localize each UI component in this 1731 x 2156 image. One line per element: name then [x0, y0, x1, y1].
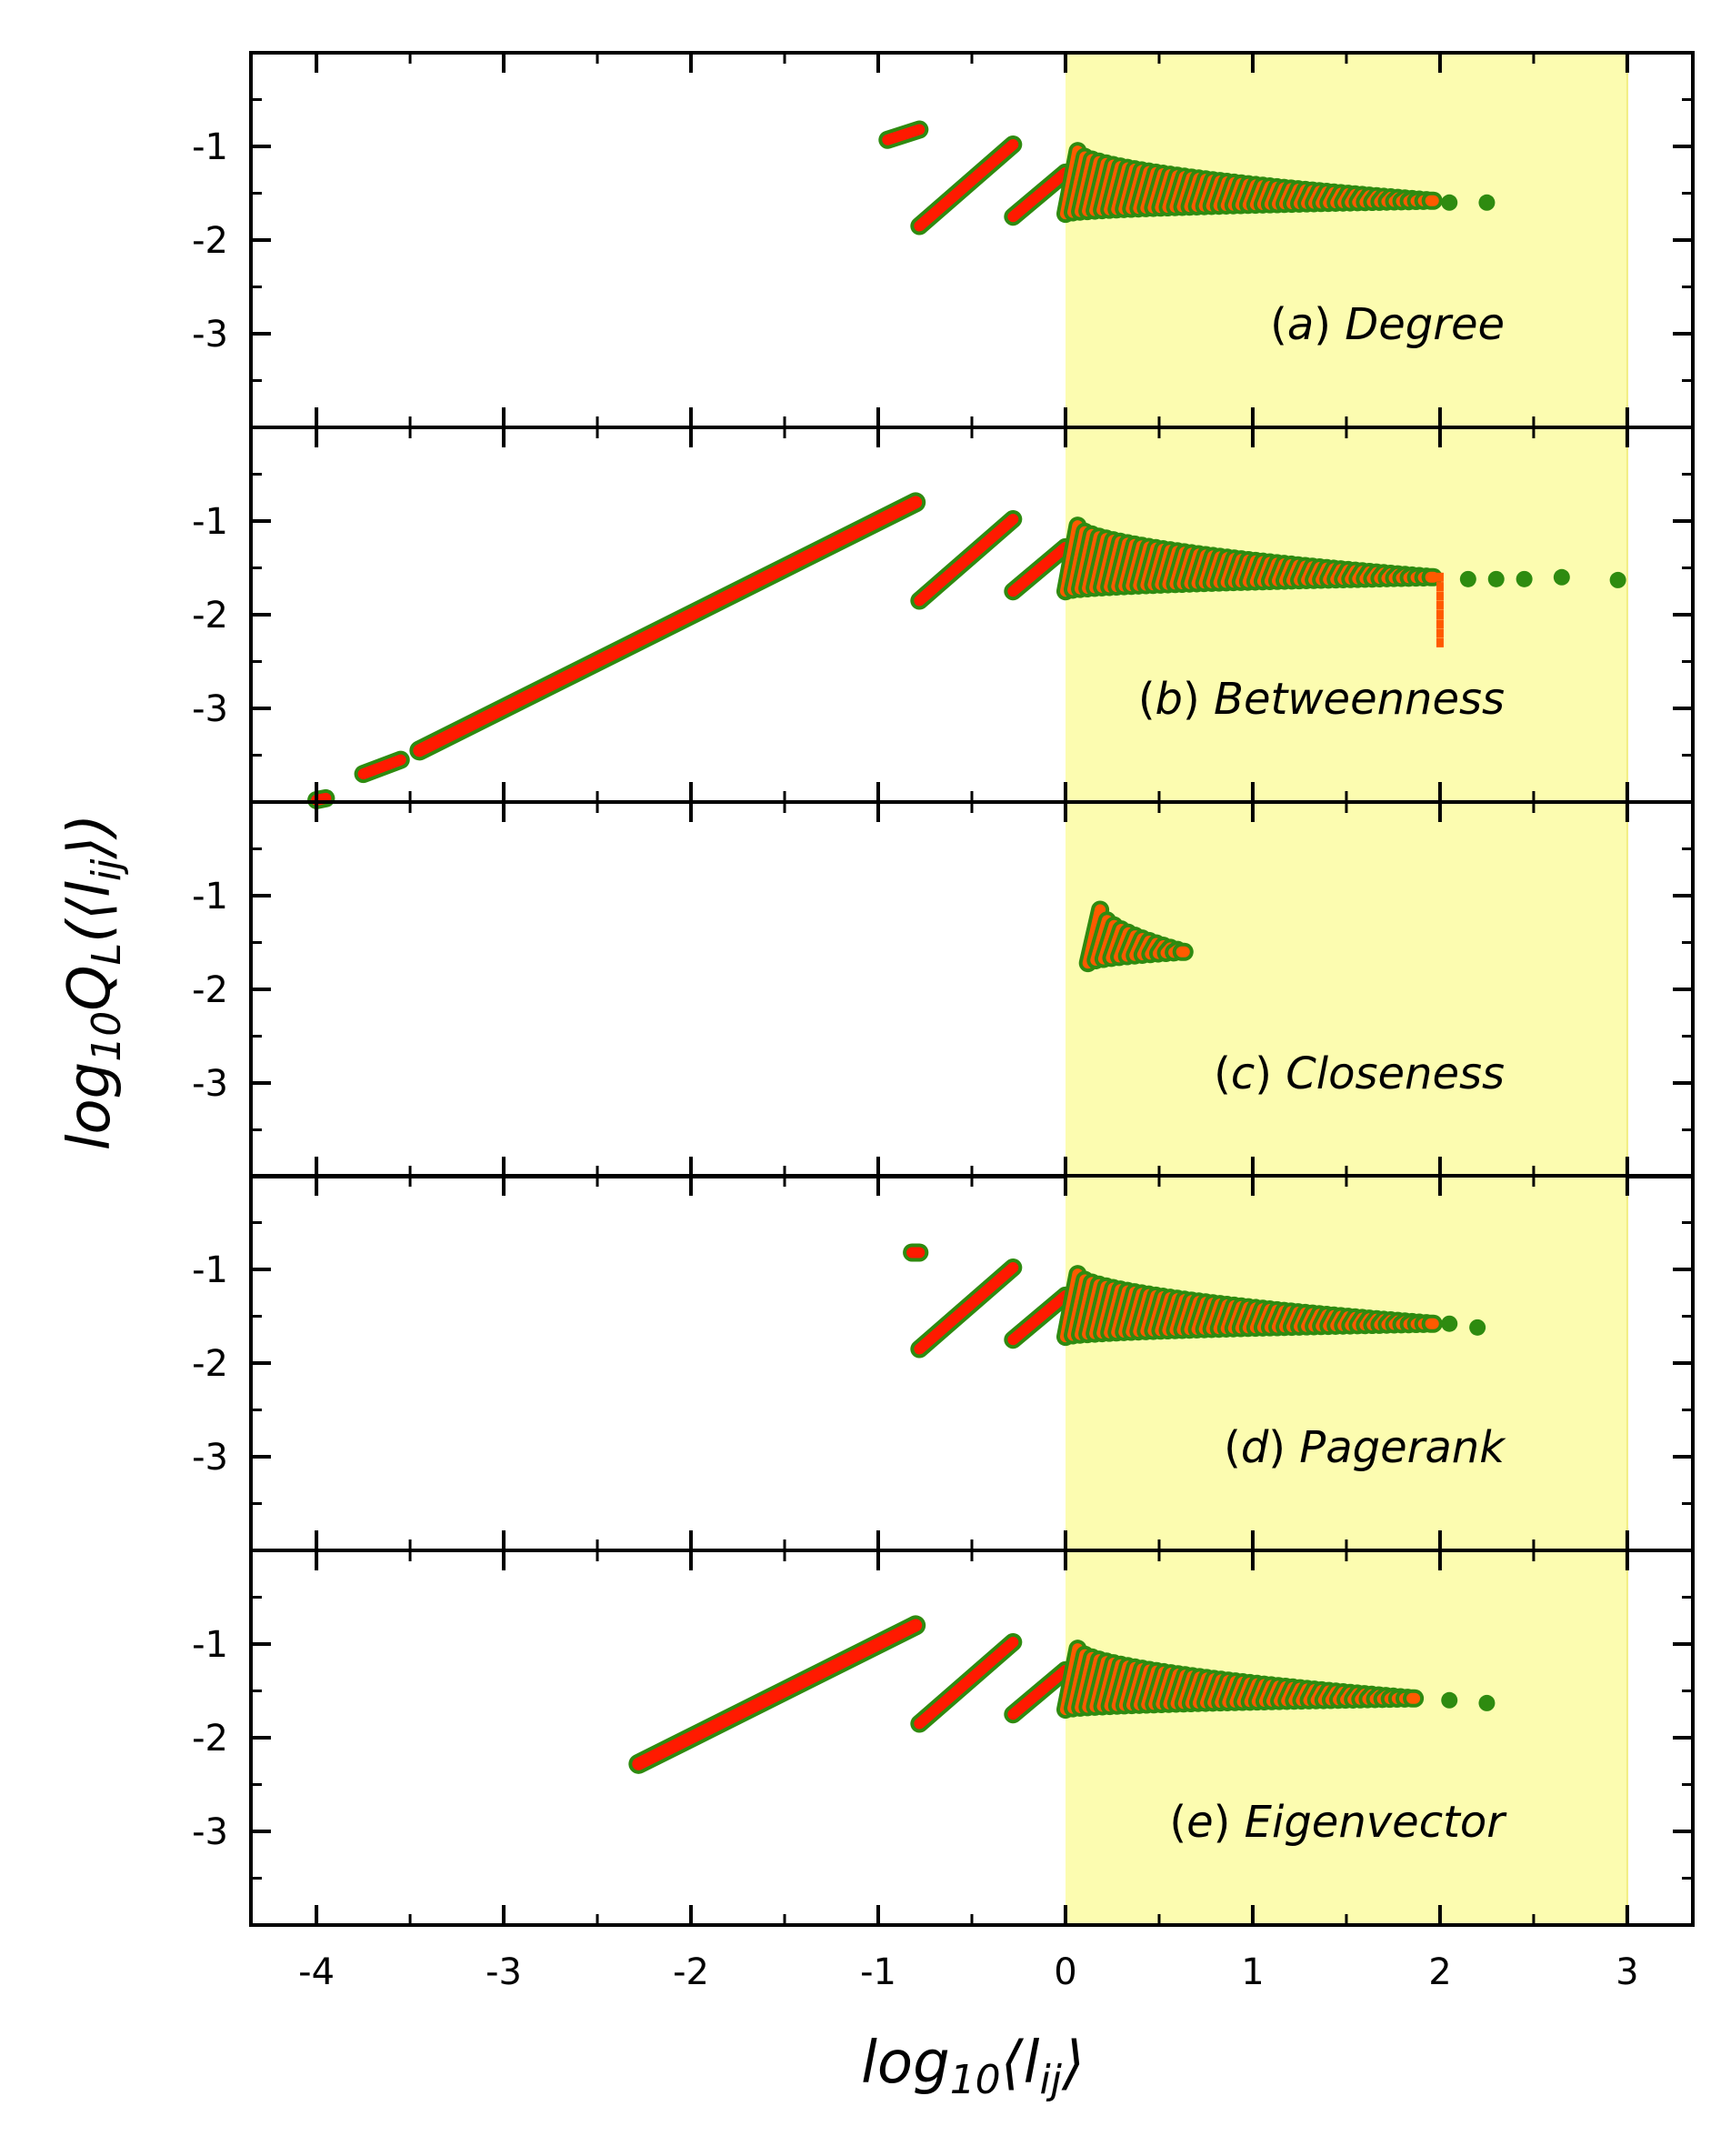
x-tick-label: 1 [1241, 1951, 1264, 1993]
panels-layer: -1-2-3 (a) Degree-1-2-3 (b) Betweenness-1-… [192, 51, 1695, 1993]
panel-label: (d) Pagerank [1224, 1422, 1506, 1473]
x-tick-label: -1 [860, 1951, 896, 1993]
panel-pagerank: -1 -2 -3 (d) Pagerank [192, 1174, 1695, 1552]
tail-point [1487, 570, 1505, 587]
drop-point [1436, 591, 1444, 601]
panel-label: (c) Closeness [1214, 1048, 1505, 1099]
tail-point [1478, 1694, 1496, 1711]
panel-closeness: -1 -2 -3 (c) Closeness [192, 800, 1695, 1178]
highlight-band [1065, 53, 1627, 427]
tail-point [1441, 1315, 1458, 1332]
tail-point [1609, 571, 1626, 588]
y-tick-label: -1 [192, 876, 228, 918]
y-tick-label: -2 [192, 595, 228, 637]
tail-point [1441, 1691, 1458, 1709]
segment-inner [357, 754, 406, 780]
segment-inner [914, 138, 1019, 232]
tail-point [1469, 1319, 1486, 1336]
segment-inner [914, 1261, 1019, 1355]
panel-degree: -1 -2 -3 (a) Degree [192, 51, 1695, 429]
segment-inner [1007, 1664, 1071, 1720]
highlight-band [1065, 1550, 1627, 1925]
tail-point [1459, 570, 1476, 587]
drop-point [1436, 572, 1444, 582]
x-tick-label: 2 [1428, 1951, 1451, 1993]
segment-inner [1007, 541, 1071, 597]
drop-point [1436, 637, 1444, 647]
x-tick-label: -3 [485, 1951, 522, 1993]
panel-label: (b) Betweenness [1138, 674, 1505, 725]
x-tick-label: -4 [298, 1951, 335, 1993]
highlight-band [1065, 802, 1627, 1177]
x-tick-label: -2 [673, 1951, 709, 1993]
x-tick-label: 0 [1054, 1951, 1076, 1993]
tail-point [1478, 194, 1496, 211]
y-tick-label: -2 [192, 220, 228, 262]
segment-inner [882, 124, 926, 145]
segment-inner [1007, 1289, 1071, 1346]
drop-point [1436, 582, 1444, 592]
drop-point [1436, 628, 1444, 638]
segment-inner [1007, 166, 1071, 223]
y-axis-title: log10QL(⟨lij⟩) [56, 814, 130, 1151]
drop-point [1436, 610, 1444, 619]
y-tick-label: -3 [192, 314, 228, 356]
panel-eigenvector: -1 -2 -3 (e) Eigenvector [192, 1549, 1695, 1927]
y-tick-label: -2 [192, 1718, 228, 1760]
drop-point [1436, 600, 1444, 610]
tail-point [1441, 194, 1458, 211]
segment-inner [632, 1619, 923, 1770]
y-tick-label: -2 [192, 1343, 228, 1385]
y-tick-label: -3 [192, 688, 228, 730]
tail-point [1516, 570, 1533, 587]
y-tick-label: -3 [192, 1063, 228, 1105]
segment-inner [914, 1636, 1019, 1730]
highlight-band [1065, 1176, 1627, 1550]
y-tick-label: -1 [192, 1624, 228, 1666]
panel-betweenness: -1 -2 -3 (b) Betweenness [192, 426, 1695, 809]
y-tick-label: -2 [192, 969, 228, 1011]
x-axis-title: log10⟨lij⟩ [861, 2030, 1085, 2103]
y-tick-label: -1 [192, 501, 228, 543]
segment-inner [914, 513, 1019, 607]
tail-point [1553, 568, 1570, 586]
y-tick-label: -3 [192, 1437, 228, 1479]
y-tick-label: -1 [192, 1249, 228, 1291]
panel-label: (e) Eigenvector [1169, 1797, 1507, 1848]
x-tick-label: 3 [1616, 1951, 1638, 1993]
drop-point [1436, 619, 1444, 629]
highlight-band [1065, 427, 1627, 802]
y-tick-label: -1 [192, 126, 228, 168]
segment-inner [413, 496, 923, 757]
y-tick-label: -3 [192, 1811, 228, 1853]
panel-label: (a) Degree [1270, 299, 1505, 350]
